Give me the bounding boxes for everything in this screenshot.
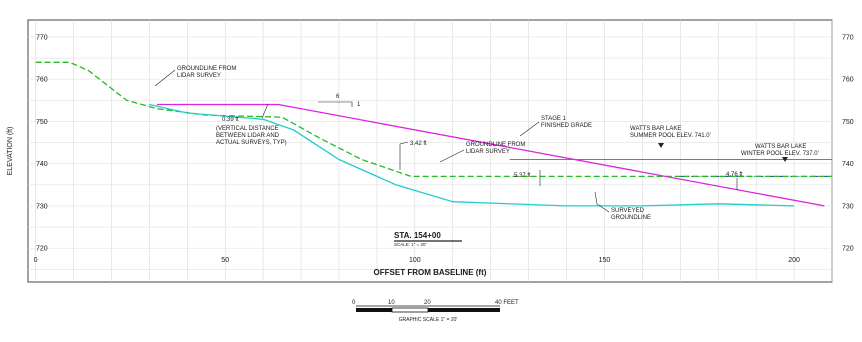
annotation-winter-pool: WATTS BAR LAKE WINTER POOL ELEV. 737.0' [741,144,819,157]
y-tick-label-left: 720 [36,246,48,253]
x-axis-label: OFFSET FROM BASELINE (ft) [374,268,487,277]
y-tick-label-right: 720 [842,246,854,253]
y-axis-label: ELEVATION (ft) [7,127,14,176]
scale-tick-20: 20 [424,300,431,306]
y-tick-label-left: 760 [36,77,48,84]
annotation-slope-run: 6 [336,94,340,100]
graphic-scale: 0 10 20 40 FEET GRAPHIC SCALE 1" = 20' [352,300,519,323]
annotation-diff1: 0.39 ft (VERTICAL DISTANCE BETWEEN LIDAR… [216,117,287,146]
scale-tick-40: 40 FEET [495,300,519,306]
scale-tick-10: 10 [388,300,395,306]
x-tick-label: 0 [34,257,38,264]
winter-pool-marker [782,157,788,162]
annotation-groundline-lidar2: GROUNDLINE FROM LIDAR SURVEY [466,142,527,155]
scale-bar-seg2 [391,307,429,313]
annotations: GROUNDLINE FROM LIDAR SURVEY 0.39 ft (VE… [154,66,819,221]
y-tick-label-right: 750 [842,119,854,126]
annotation-stage1: STAGE 1 FINISHED GRADE [541,116,592,129]
annotation-summer-pool: WATTS BAR LAKE SUMMER POOL ELEV. 741.0' [630,126,711,139]
scale-bar-seg3 [428,308,500,312]
series-line [149,103,795,207]
x-tick-label: 200 [788,257,800,264]
leader-stage1 [519,121,540,137]
x-tick-label: 150 [599,257,611,264]
scale-caption: GRAPHIC SCALE 1" = 20' [399,317,458,323]
station-label: STA. 154+00 [394,231,441,240]
leader-surveyed [594,191,610,213]
x-tick-label: 100 [409,257,421,264]
y-tick-label-right: 770 [842,34,854,41]
slope-triangle [318,101,353,107]
y-tick-label-left: 740 [36,161,48,168]
water-levels [509,158,832,177]
y-tick-label-left: 750 [36,119,48,126]
annotation-diff2: 3.42 ft [410,141,427,147]
summer-pool-marker [658,143,664,148]
leader-groundline-lidar2 [439,149,465,163]
annotation-diff4: 4.76 ft [726,172,743,178]
plot-frame [27,19,833,283]
station-scale: SCALE: 1" = 20' [394,242,426,247]
series-line [156,103,825,207]
grid [28,20,833,282]
leader-diff2 [399,141,409,170]
leader-groundline-lidar [154,69,176,87]
tick-labels: 770 770 760 760 750 750 740 740 730 730 720 720 0 50 1… [34,34,854,264]
x-tick-label: 50 [221,257,229,264]
annotation-groundline-lidar: GROUNDLINE FROM LIDAR SURVEY [177,66,238,79]
y-tick-label-left: 770 [36,34,48,41]
annotation-slope-rise: 1 [357,102,361,108]
series-line [35,61,832,178]
scale-bar-seg1 [356,308,392,312]
y-tick-label-right: 740 [842,161,854,168]
leader-diff1 [261,103,269,119]
annotation-surveyed: SURVEYED GROUNDLINE [611,208,651,221]
y-tick-label-right: 760 [842,77,854,84]
series-lines [35,61,832,207]
y-tick-label-left: 730 [36,203,48,210]
y-tick-label-right: 730 [842,203,854,210]
annotation-diff3: 5.37 ft [514,173,531,179]
scale-tick-0: 0 [352,300,356,306]
